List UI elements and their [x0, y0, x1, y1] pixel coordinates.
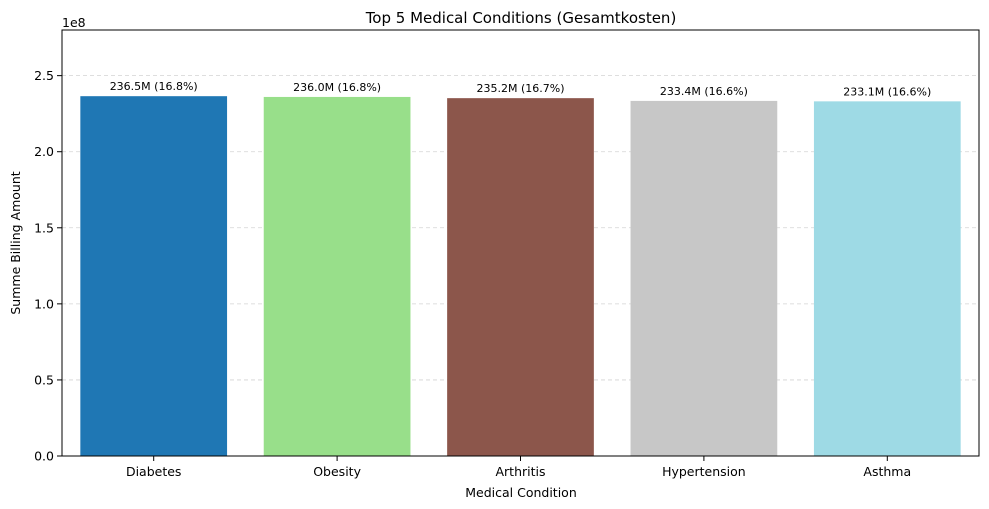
y-axis-title: Summe Billing Amount [8, 171, 23, 314]
y-tick-label: 2.5 [34, 68, 54, 83]
bar-data-label: 233.1M (16.6%) [843, 85, 931, 98]
bar-data-label: 233.4M (16.6%) [660, 85, 748, 98]
y-tick-label: 2.0 [34, 144, 54, 159]
x-tick-label: Diabetes [126, 464, 182, 479]
y-axis-ticks: 0.0 0.5 1.0 1.5 2.0 2.5 [34, 68, 62, 464]
y-tick-label: 0.5 [34, 372, 54, 387]
x-tick-label: Obesity [313, 464, 361, 479]
x-tick-label: Hypertension [662, 464, 746, 479]
bar-arthritis [447, 98, 594, 456]
bars [80, 96, 961, 457]
data-labels: 236.5M (16.8%) 236.0M (16.8%) 235.2M (16.7… [110, 80, 932, 98]
x-tick-label: Arthritis [495, 464, 545, 479]
x-axis-title: Medical Condition [465, 485, 577, 500]
bar-hypertension [630, 100, 778, 457]
bar-diabetes [80, 96, 228, 457]
bar-data-label: 236.5M (16.8%) [110, 80, 198, 93]
x-axis-ticks: Diabetes Obesity Arthritis Hypertension Asth… [126, 456, 911, 479]
bar-data-label: 236.0M (16.8%) [293, 81, 381, 94]
y-offset-label: 1e8 [62, 15, 86, 30]
y-tick-label: 1.5 [34, 220, 54, 235]
chart-title: Top 5 Medical Conditions (Gesamtkosten) [365, 9, 677, 27]
bar-asthma [813, 101, 961, 456]
x-tick-label: Asthma [863, 464, 911, 479]
y-tick-label: 1.0 [34, 296, 54, 311]
y-tick-label: 0.0 [34, 449, 54, 464]
bar-obesity [263, 96, 411, 456]
bar-data-label: 235.2M (16.7%) [476, 82, 564, 95]
